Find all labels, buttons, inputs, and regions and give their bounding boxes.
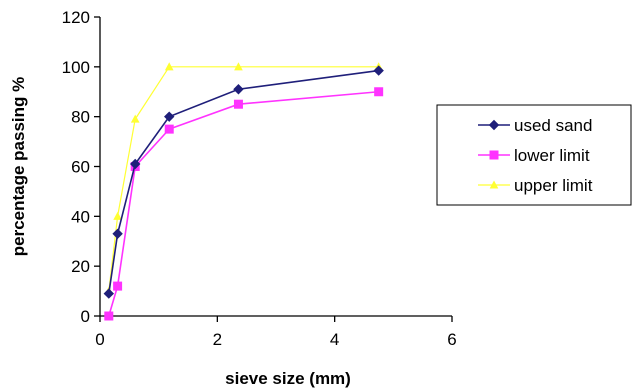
y-tick-label: 60 bbox=[71, 158, 90, 177]
data-point-used-sand bbox=[164, 111, 175, 122]
data-point-upper-limit bbox=[234, 62, 243, 71]
legend-swatch-marker bbox=[489, 180, 499, 189]
legend-label: lower limit bbox=[514, 146, 590, 165]
y-tick-label: 80 bbox=[71, 108, 90, 127]
data-point-used-sand bbox=[103, 288, 115, 299]
series-line-upper-limit bbox=[108, 66, 379, 292]
data-point-used-sand bbox=[373, 65, 384, 76]
legend-item-lower-limit: lower limit bbox=[478, 146, 590, 165]
y-tick-label: 0 bbox=[81, 307, 90, 326]
x-tick-label: 0 bbox=[95, 330, 104, 349]
x-tick-label: 4 bbox=[330, 330, 339, 349]
legend-label: used sand bbox=[514, 116, 592, 135]
y-tick-label: 20 bbox=[71, 257, 90, 276]
x-tick-label: 6 bbox=[447, 330, 456, 349]
data-point-lower-limit bbox=[233, 99, 243, 109]
y-tick-label: 120 bbox=[62, 8, 90, 27]
legend-box bbox=[436, 104, 632, 206]
series-used-sand bbox=[103, 65, 384, 299]
axes bbox=[99, 17, 452, 317]
data-point-used-sand bbox=[233, 84, 244, 95]
series-layer bbox=[103, 62, 384, 321]
data-point-upper-limit bbox=[164, 62, 174, 71]
y-tick-label: 40 bbox=[71, 207, 90, 226]
series-upper-limit bbox=[104, 62, 384, 295]
legend-item-upper-limit: upper limit bbox=[478, 176, 593, 195]
legend-swatch-marker bbox=[489, 150, 499, 160]
legend-swatch-marker bbox=[488, 119, 500, 131]
x-tick-label: 2 bbox=[213, 330, 222, 349]
data-point-upper-limit bbox=[113, 211, 122, 220]
y-axis-label: percentage passing % bbox=[9, 77, 28, 257]
data-point-upper-limit bbox=[130, 114, 140, 123]
series-line-lower-limit bbox=[108, 90, 379, 317]
legend-item-used-sand: used sand bbox=[478, 116, 592, 135]
data-point-lower-limit bbox=[164, 124, 174, 134]
y-tick-label: 100 bbox=[62, 58, 90, 77]
ticks: 0 20 40 60 80 100 120 0 2 4 6 bbox=[62, 8, 457, 349]
series-lower-limit bbox=[104, 87, 384, 321]
data-point-lower-limit bbox=[113, 281, 123, 291]
legend: used sand lower limit upper limit bbox=[436, 104, 632, 206]
data-point-lower-limit bbox=[104, 311, 114, 321]
series-line-used-sand bbox=[108, 69, 379, 294]
x-axis-label: sieve size (mm) bbox=[225, 369, 351, 388]
legend-label: upper limit bbox=[514, 176, 593, 195]
data-point-used-sand bbox=[129, 158, 141, 170]
data-point-lower-limit bbox=[374, 87, 384, 97]
data-point-used-sand bbox=[112, 228, 123, 239]
